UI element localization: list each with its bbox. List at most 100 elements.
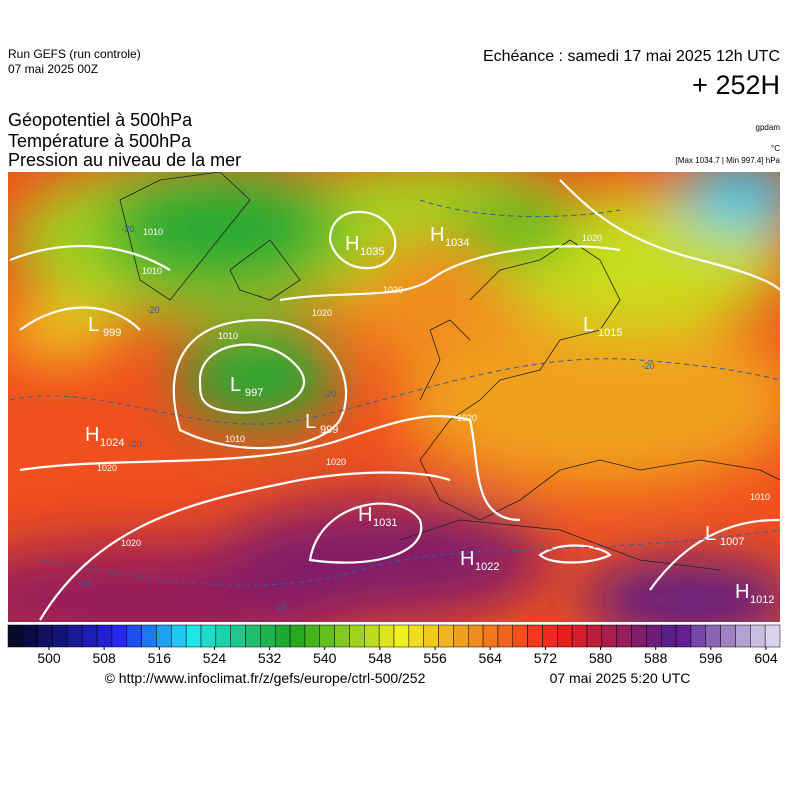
colorbar-cell [453, 624, 469, 648]
temperature-label: -20 [146, 305, 159, 315]
colorbar-cell [349, 624, 365, 648]
lead-time: + 252H [692, 70, 780, 100]
center-letter: H [85, 424, 99, 446]
unit-label: °C [771, 144, 780, 153]
center-value: 1012 [750, 594, 774, 606]
colorbar-cell [67, 624, 83, 648]
colorbar-cell [675, 624, 692, 648]
colorbar-cell [660, 624, 677, 648]
colorbar-cell [22, 624, 38, 648]
center-letter: L [583, 314, 594, 336]
colorbar-cell [304, 624, 321, 648]
colorbar-cell [408, 624, 424, 648]
colorbar-cell [571, 624, 588, 648]
run-label: Run GEFS (run controle) [8, 47, 141, 61]
colorbar-cell [631, 624, 647, 648]
center-value: 999 [320, 424, 338, 436]
isobar-label: 1020 [312, 308, 332, 318]
colorbar-cell [156, 624, 172, 648]
center-letter: H [345, 233, 359, 255]
center-value: 1007 [720, 536, 744, 548]
center-letter: L [705, 523, 716, 545]
colorbar-cell [111, 624, 128, 648]
map [8, 172, 780, 622]
colorbar-cell [289, 624, 306, 648]
colorbar-cell [646, 624, 662, 648]
colorbar-cell [542, 624, 558, 648]
colorbar-cell [705, 624, 721, 648]
colorbar-cell [126, 624, 142, 648]
colorbar-cell [750, 624, 766, 648]
colorbar-cell [557, 624, 573, 648]
colorbar-cell [52, 624, 68, 648]
colorbar-cell [586, 624, 603, 648]
colorbar-tick-label: 516 [148, 650, 172, 666]
title: Pression au niveau de la mer [8, 150, 241, 170]
colorbar-cell [720, 624, 736, 648]
colorbar-cell [200, 624, 217, 648]
colorbar-cell [230, 624, 246, 648]
colorbar-cell [616, 624, 632, 648]
isobar-label: 1010 [142, 266, 162, 276]
colorbar-tick-label: 572 [534, 650, 558, 666]
colorbar-cell [438, 624, 454, 648]
colorbar-cell [423, 624, 439, 648]
isobar-label: 1010 [225, 434, 245, 444]
colorbar-cell [482, 624, 499, 648]
unit-label: gpdam [756, 123, 781, 132]
colorbar-cell [735, 624, 751, 648]
temperature-label: -20 [128, 439, 141, 449]
center-letter: L [88, 314, 99, 336]
colorbar-cell [764, 624, 781, 648]
temperature-label: -20 [323, 389, 336, 399]
isobar-label: 1010 [143, 227, 163, 237]
center-value: 1035 [360, 246, 384, 258]
colorbar-tick-label: 500 [37, 650, 61, 666]
isobar-label: 1020 [97, 463, 117, 473]
colorbar-cell [512, 624, 528, 648]
colorbar-tick-label: 604 [754, 650, 778, 666]
center-value: 999 [103, 327, 121, 339]
colorbar-tick-label: 540 [313, 650, 337, 666]
colorbar-cell [393, 624, 410, 648]
colorbar-cell [141, 624, 157, 648]
colorbar-cell [96, 624, 113, 648]
colorbar-cell [319, 624, 335, 648]
colorbar-tick-label: 532 [258, 650, 282, 666]
colorbar-cell [601, 624, 617, 648]
center-letter: H [460, 548, 474, 570]
colorbar-cell [364, 624, 380, 648]
center-value: 1031 [373, 517, 397, 529]
colorbar-cell [245, 624, 261, 648]
generated-time: 07 mai 2025 5:20 UTC [550, 670, 691, 686]
colorbar-tick-label: 548 [368, 650, 392, 666]
source-url: © http://www.infoclimat.fr/z/gefs/europe… [105, 670, 426, 686]
run-date: 07 mai 2025 00Z [8, 62, 98, 76]
temperature-label: -20 [121, 224, 134, 234]
center-letter: H [358, 504, 372, 526]
temperature-label: -10 [77, 578, 90, 588]
isobar-label: 1020 [457, 413, 477, 423]
temperature-label: -10 [273, 602, 286, 612]
colorbar-cell [527, 624, 543, 648]
colorbar-tick-label: 564 [479, 650, 503, 666]
colorbar-cell [37, 624, 53, 648]
colorbar-cell [171, 624, 187, 648]
colorbar-cell [185, 624, 202, 648]
colorbar: 500 508 516 524 532 540 548 556 564 572 580 588 596 6… [7, 624, 781, 666]
colorbar-cell [378, 624, 395, 648]
isobar-label: 1030 [383, 285, 403, 295]
colorbar-cell [215, 624, 231, 648]
center-letter: L [230, 374, 241, 396]
isobar-label: 1020 [121, 538, 141, 548]
center-value: 1034 [445, 237, 469, 249]
title: Température à 500hPa [8, 131, 192, 151]
isobar-label: 1010 [218, 331, 238, 341]
colorbar-cell [334, 624, 350, 648]
echeance: Echéance : samedi 17 mai 2025 12h UTC [483, 48, 780, 65]
colorbar-cell [274, 624, 291, 648]
temperature-label: -20 [641, 361, 654, 371]
colorbar-cell [7, 624, 24, 648]
colorbar-cell [467, 624, 484, 648]
